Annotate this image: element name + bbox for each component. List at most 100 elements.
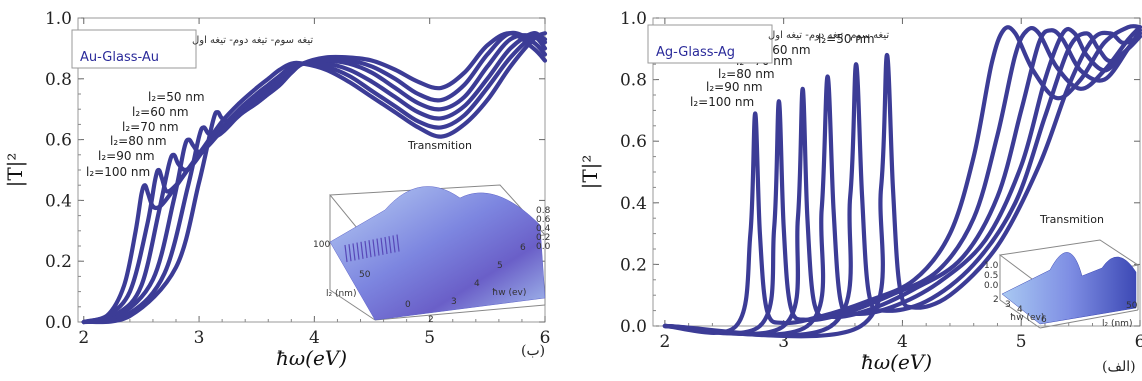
inset-ripple: [356, 242, 360, 260]
x-tick-label: 6: [540, 328, 551, 348]
inset-x-tick: 6: [520, 243, 526, 253]
legend-layer-order: تیغه سوم- تیغه دوم- تیغه اول: [192, 35, 313, 46]
x-axis-label: ħω(eV): [276, 346, 347, 370]
inset-box-edge: [329, 289, 376, 321]
peak-label: l₂=90 nm: [706, 80, 763, 94]
inset-x-label: ħw (ev): [492, 288, 526, 298]
peak-label: l₂=80 nm: [718, 67, 775, 81]
peak-label: l₂=70 nm: [122, 120, 179, 134]
panel-au-glass-au: 0.00.20.40.60.81.02 3 4 5 6ħω(eV)|T|² l₂=100 …: [3, 9, 551, 370]
series-line-5: [81, 31, 548, 325]
x-tick-label: 5: [1016, 332, 1027, 352]
series-line-2: [662, 28, 1142, 337]
inset-box-edge: [999, 299, 1041, 329]
inset-x-tick: 3: [451, 297, 457, 307]
inset-ripple: [360, 241, 364, 259]
x-axis-label: ħω(eV): [861, 350, 932, 374]
y-tick-label: 0.0: [620, 317, 647, 337]
inset-x-tick: 4: [1017, 305, 1023, 315]
inset-z-tick: 0.2: [536, 233, 550, 243]
series-line-3: [81, 33, 548, 325]
y-tick-label: 1.0: [620, 9, 647, 29]
inset-x-tick: 5: [497, 261, 503, 271]
x-tick-label: 4: [309, 328, 320, 348]
peak-label: l₂=50 nm: [148, 90, 205, 104]
inset-z-tick: 0.6: [536, 215, 551, 225]
inset-x-tick: 2: [428, 315, 434, 325]
x-tick-label: 3: [778, 332, 789, 352]
y-tick-label: 0.6: [620, 132, 647, 152]
inset-z-tick: 0.0: [536, 242, 551, 252]
inset-ripple: [364, 240, 368, 259]
y-axis-label: |T|²: [3, 153, 28, 188]
series-line-5: [662, 30, 1142, 339]
inset-ripple: [396, 234, 400, 252]
inset-ripple: [372, 239, 376, 257]
inset-z-tick: 0.5: [984, 271, 998, 281]
inset-y-tick: 50: [1126, 301, 1138, 311]
inset-ripple: [376, 238, 380, 256]
series-line-1: [81, 33, 548, 325]
inset-ripple: [380, 237, 384, 255]
panel-ag-glass-ag: 0.00.20.40.60.81.02 3 4 5 6ħω(eV)|T|²l₂=100 …: [578, 9, 1142, 375]
y-axis-label: |T|²: [578, 155, 603, 190]
series-line-2: [81, 31, 548, 325]
legend-layer-order: تیغه سوم- تیغه دوم- تیغه اول: [768, 30, 889, 41]
x-tick-label: 4: [897, 332, 908, 352]
panel-tag: (ب): [521, 343, 545, 359]
peak-label: l₂=90 nm: [98, 149, 155, 163]
inset-title: Transmition: [407, 139, 472, 152]
x-tick-label: 5: [424, 328, 435, 348]
inset-z-tick: 0.4: [536, 224, 551, 234]
inset-surface: [329, 186, 546, 321]
panel-tag: (الف): [1102, 359, 1136, 375]
inset-y-label: l₂ (nm): [326, 289, 356, 299]
peak-label: l₂=100 nm: [86, 165, 150, 179]
inset-ripple: [344, 244, 348, 263]
peak-label: l₂=60 nm: [132, 105, 189, 119]
inset-x-label: ħw (ev): [1010, 313, 1044, 323]
y-tick-label: 0.8: [45, 70, 72, 90]
inset-x-tick: 3: [1005, 300, 1011, 310]
inset-surface: [1001, 252, 1137, 325]
inset-x-tick: 6: [1041, 315, 1047, 325]
y-tick-label: 0.8: [620, 71, 647, 91]
inset-ripple: [352, 243, 356, 261]
y-tick-label: 0.6: [45, 131, 72, 151]
inset-3d-plot: Transmition 1.00.50.0 2 3 4 6ħw (ev) l₂ (nm) 50: [984, 213, 1140, 329]
series-line-4: [662, 31, 1142, 338]
y-tick-label: 0.2: [620, 255, 647, 275]
y-tick-label: 0.0: [45, 313, 72, 333]
y-tick-label: 0.4: [45, 191, 72, 211]
inset-z-tick: 1.0: [984, 261, 999, 271]
peak-label: l₂=80 nm: [110, 134, 167, 148]
inset-ripple: [384, 236, 388, 255]
legend-material: Ag-Glass-Ag: [656, 45, 735, 60]
inset-z-tick: 0.0: [984, 281, 999, 291]
x-tick-label: 2: [78, 328, 89, 348]
legend-material: Au-Glass-Au: [80, 50, 159, 65]
inset-box-edge: [374, 304, 546, 321]
series-line-0: [81, 31, 548, 325]
inset-ripple: [348, 244, 352, 262]
x-tick-label: 3: [194, 328, 205, 348]
inset-title: Transmition: [1039, 213, 1104, 226]
inset-x-tick: 2: [993, 295, 999, 305]
inset-y-label: l₂ (nm): [1102, 319, 1132, 329]
legend-box: [71, 29, 197, 69]
y-tick-label: 0.4: [620, 194, 647, 214]
inset-box-edge: [1039, 309, 1139, 329]
inset-ripple: [388, 236, 392, 254]
inset-z-tick: 0.8: [536, 206, 551, 216]
inset-y-tick: 100: [313, 240, 330, 250]
inset-ripple: [392, 235, 396, 253]
y-tick-label: 0.2: [45, 252, 72, 272]
inset-y-tick: 50: [359, 270, 371, 280]
peak-label: l₂=100 nm: [690, 95, 754, 109]
peak-label: l₂=50 nm: [818, 32, 875, 46]
legend-box: [647, 24, 773, 64]
y-tick-label: 1.0: [45, 9, 72, 29]
x-tick-label: 2: [659, 332, 670, 352]
inset-x-tick: 4: [474, 279, 480, 289]
